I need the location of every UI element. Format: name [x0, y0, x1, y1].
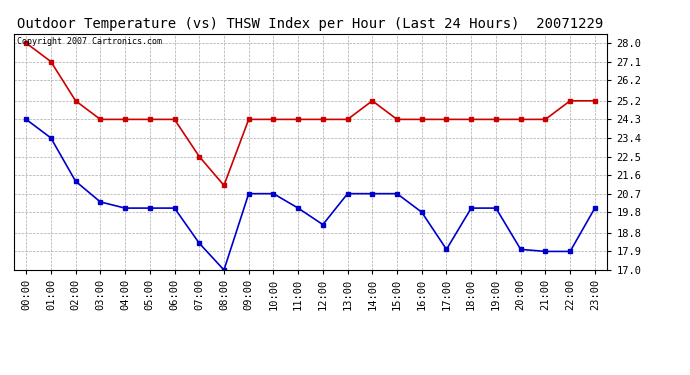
Text: Copyright 2007 Cartronics.com: Copyright 2007 Cartronics.com — [17, 37, 161, 46]
Title: Outdoor Temperature (vs) THSW Index per Hour (Last 24 Hours)  20071229: Outdoor Temperature (vs) THSW Index per … — [17, 17, 604, 31]
